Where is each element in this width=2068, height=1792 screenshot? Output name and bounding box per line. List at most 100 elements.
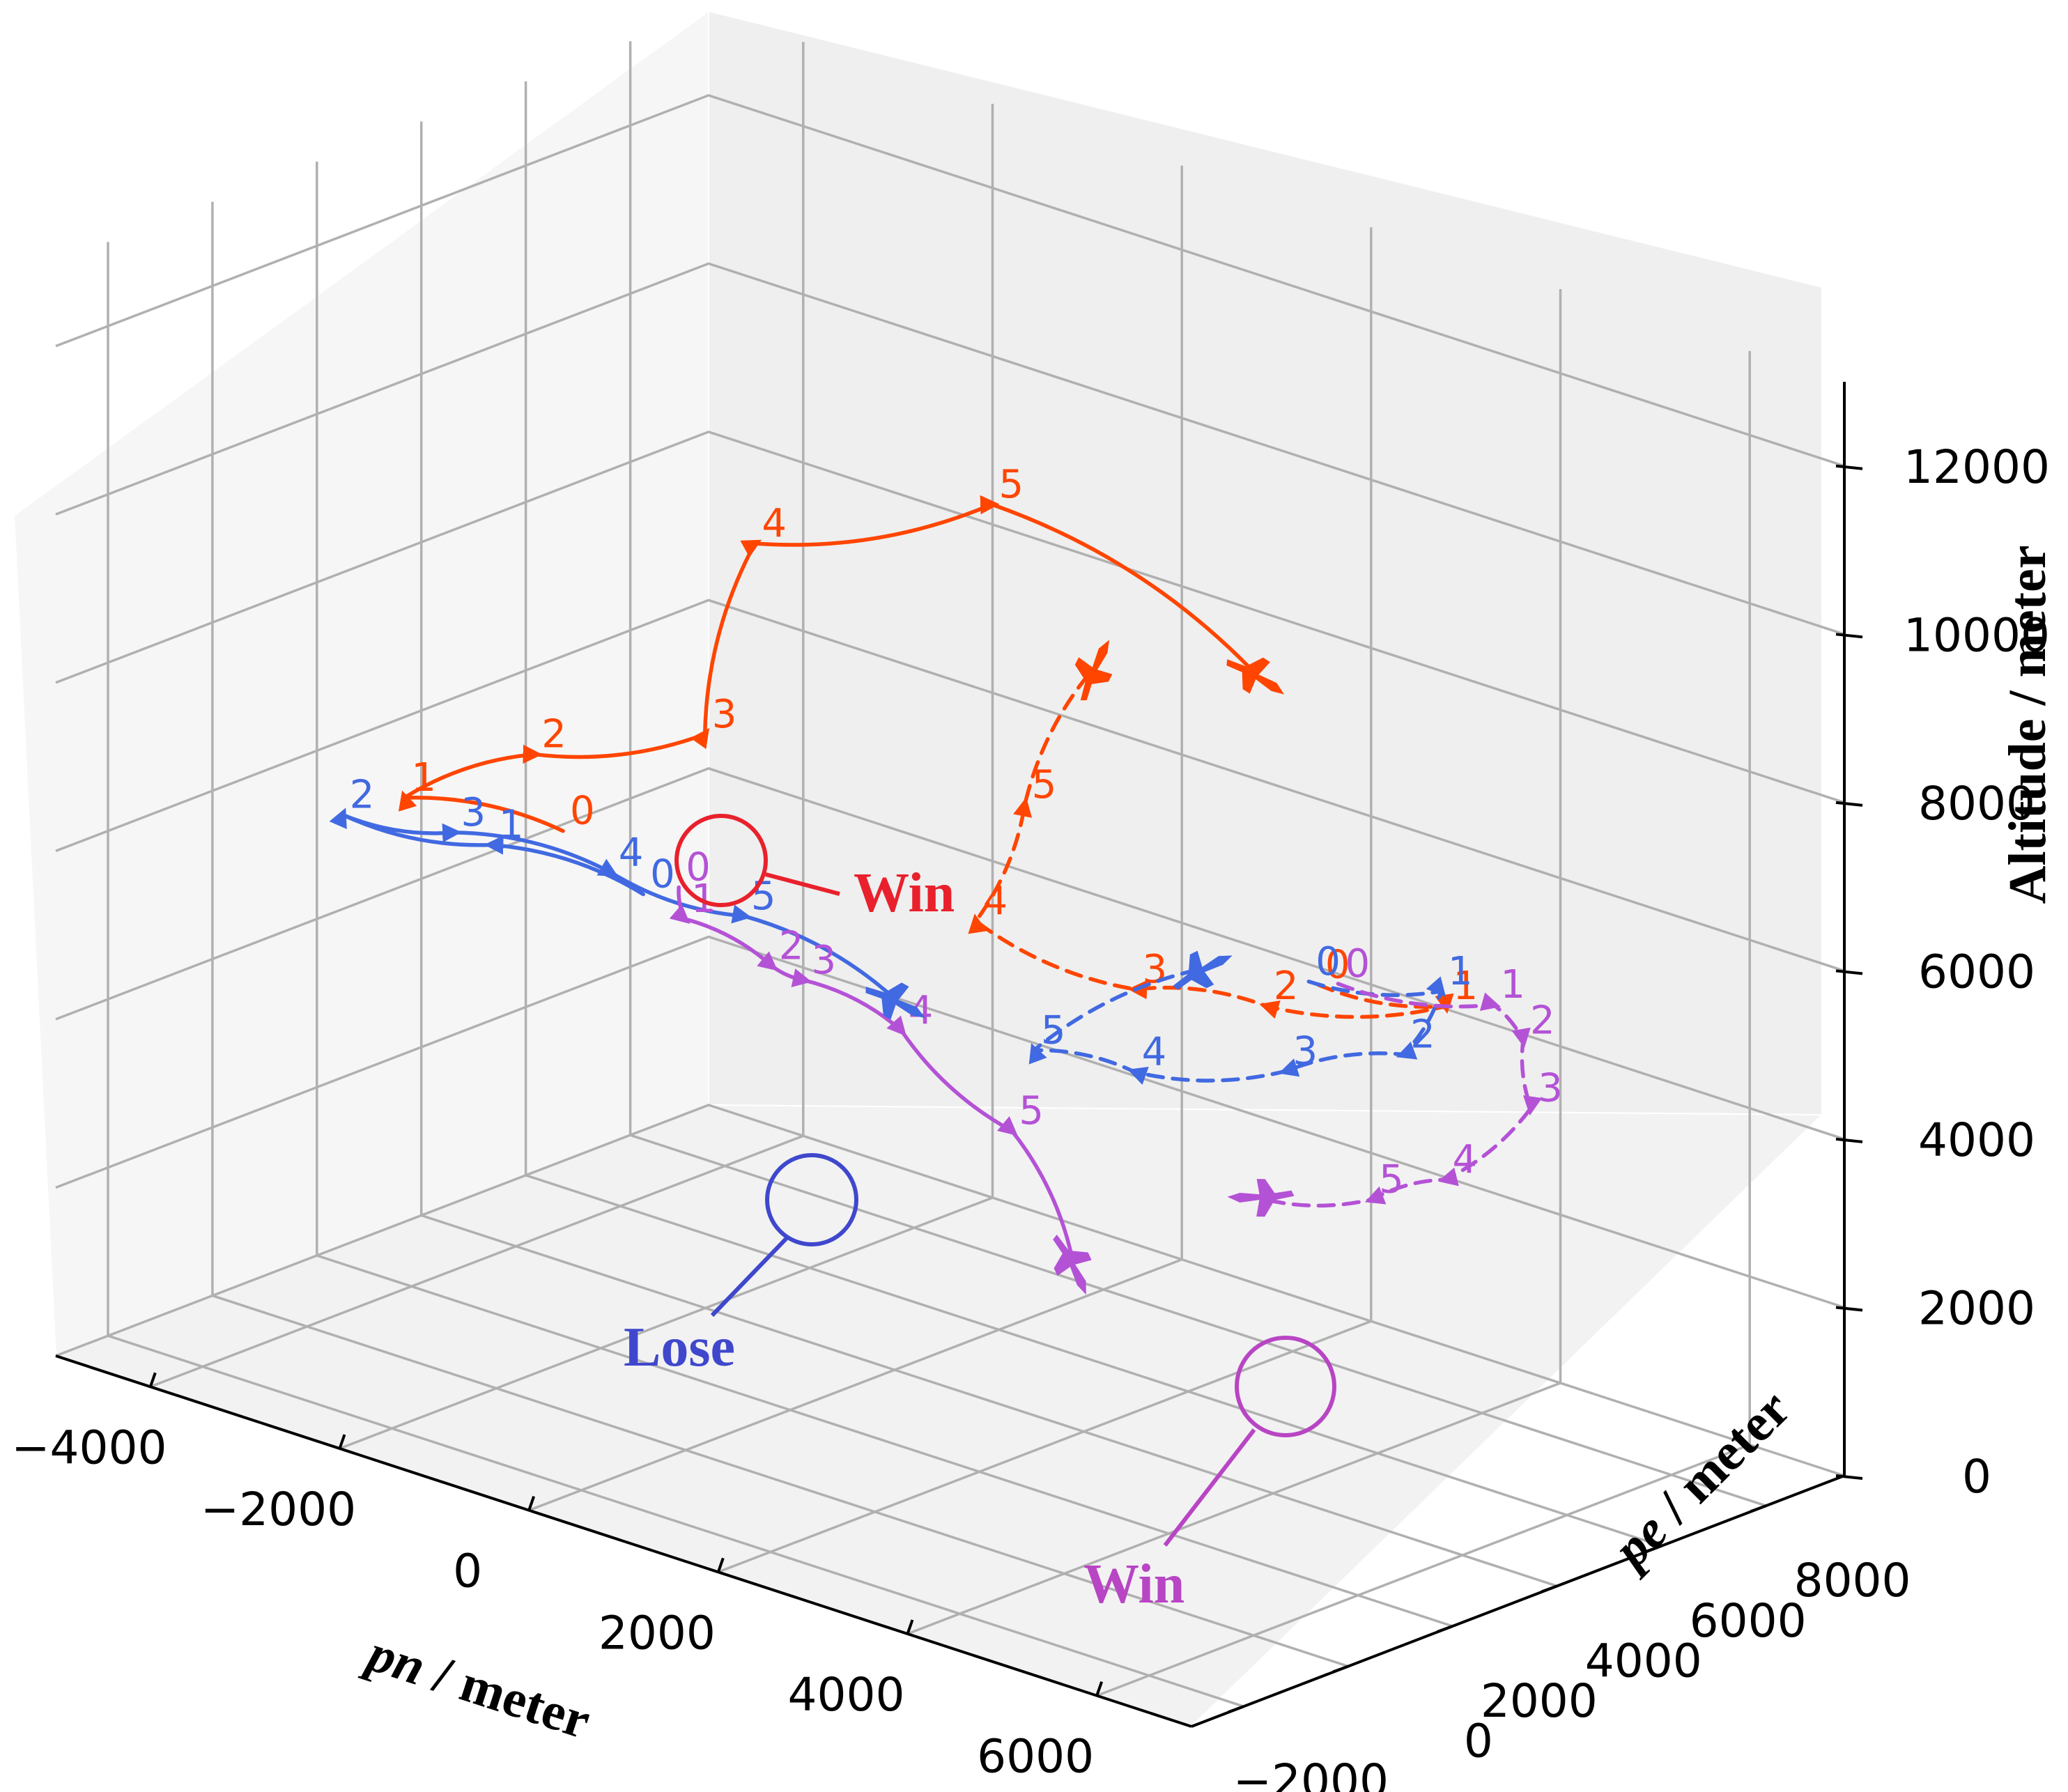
win-purple-ring	[1235, 1336, 1336, 1437]
z-tick-label-4: 8000	[1918, 777, 2035, 831]
point-label-blue-dashed-5: 5	[1041, 1007, 1066, 1053]
aircraft-icon-blue-solid	[865, 982, 925, 1020]
z-tick-5	[1835, 633, 1863, 639]
point-label-orange-solid-5: 5	[998, 462, 1024, 507]
z-tick-0	[1835, 1474, 1863, 1480]
y-tick-label-0: −2000	[1233, 1754, 1389, 1792]
point-label-purple-dashed-1: 1	[1500, 962, 1525, 1007]
y-tick-5	[1750, 1504, 1767, 1513]
x-tick-2	[527, 1496, 536, 1511]
y-tick-label-1: 0	[1464, 1715, 1493, 1768]
annotation-win-purple: Win	[1083, 1336, 1336, 1615]
aircraft-markers	[865, 640, 1295, 1295]
x-tick-5	[1095, 1681, 1104, 1697]
x-tick-label-3: 2000	[599, 1606, 716, 1660]
y-axis-title: pe / meter	[1599, 1379, 1801, 1581]
trajectory-purple-solid	[669, 885, 1076, 1266]
point-label-blue-solid-5: 5	[751, 874, 776, 919]
grid-z-6	[55, 93, 1845, 468]
y-tick-2	[1437, 1625, 1453, 1633]
z-axis-title: Altitude / meter	[1998, 546, 2057, 904]
z-tick-6	[1835, 464, 1863, 470]
z-tick-3	[1835, 969, 1863, 975]
win-purple-leader	[1163, 1428, 1256, 1547]
point-label-purple-dashed-3: 3	[1538, 1065, 1563, 1111]
y-tick-4	[1645, 1544, 1662, 1553]
x-tick-label-5: 6000	[977, 1730, 1094, 1784]
point-label-orange-dashed-4: 4	[983, 879, 1008, 924]
x-tick-0	[148, 1372, 157, 1387]
point-label-purple-dashed-2: 2	[1530, 998, 1555, 1043]
trajectory-blue-dashed	[1028, 966, 1446, 1086]
grid-z-4	[55, 430, 1845, 804]
x-tick-1	[338, 1434, 346, 1449]
x-axis-title-rest: / meter	[415, 1641, 598, 1750]
annotation-win-red: Win	[674, 814, 955, 924]
point-label-blue-solid-3: 3	[461, 790, 486, 835]
trajectory-orange-solid	[398, 495, 1259, 833]
point-label-purple-solid-5: 5	[1019, 1088, 1044, 1134]
point-label-purple-dashed-4: 4	[1452, 1137, 1477, 1182]
point-label-blue-dashed-2: 2	[1410, 1012, 1435, 1058]
grid-z-5	[55, 262, 1845, 635]
z-tick-label-6: 12000	[1904, 440, 2050, 494]
y-axis-title-rest: / meter	[1637, 1379, 1801, 1543]
y-tick-3	[1541, 1584, 1558, 1593]
x-tick-label-0: −4000	[11, 1421, 167, 1474]
point-label-blue-dashed-3: 3	[1292, 1028, 1318, 1074]
point-label-blue-dashed-1: 1	[1448, 949, 1473, 994]
aircraft-icon-orange-dashed	[1074, 640, 1113, 701]
point-label-orange-solid-2: 2	[541, 712, 566, 757]
point-label-blue-solid-0: 0	[650, 852, 675, 897]
z-tick-label-0: 0	[1962, 1450, 1991, 1504]
point-label-blue-solid-2: 2	[350, 772, 375, 817]
lose-label: Lose	[624, 1317, 735, 1378]
point-label-orange-dashed-5: 5	[1032, 762, 1057, 808]
x-tick-3	[716, 1557, 725, 1573]
point-label-purple-solid-2: 2	[779, 923, 804, 968]
point-label-blue-dashed-0: 0	[1315, 939, 1341, 984]
x-tick-label-4: 4000	[788, 1668, 905, 1722]
y-tick-0	[1228, 1705, 1244, 1714]
x-tick-label-1: −2000	[201, 1483, 356, 1536]
lose-ring	[765, 1153, 858, 1246]
point-label-blue-solid-4: 4	[619, 831, 644, 876]
z-tick-label-3: 6000	[1918, 945, 2035, 998]
aircraft-icon-orange-solid	[1226, 657, 1285, 695]
z-tick-label-2: 4000	[1918, 1113, 2035, 1167]
z-tick-label-1: 2000	[1918, 1281, 2035, 1335]
z-tick-label-5: 10000	[1904, 608, 2050, 662]
lose-leader	[710, 1235, 789, 1318]
z-tick-2	[1835, 1137, 1863, 1143]
point-label-orange-solid-1: 1	[411, 755, 436, 801]
aircraft-icon-purple-dashed	[1227, 1179, 1295, 1217]
point-label-orange-solid-0: 0	[570, 789, 595, 834]
x-tick-4	[906, 1619, 914, 1635]
y-tick-label-4: 6000	[1690, 1594, 1807, 1648]
point-label-orange-dashed-2: 2	[1274, 964, 1299, 1009]
point-label-purple-dashed-5: 5	[1379, 1157, 1404, 1203]
point-label-orange-solid-4: 4	[762, 501, 787, 546]
z-tick-4	[1835, 801, 1863, 807]
z-tick-1	[1835, 1306, 1863, 1312]
trajectory-purple-dashed	[1258, 982, 1543, 1208]
win-red-ring	[674, 814, 768, 907]
point-label-orange-solid-3: 3	[712, 692, 737, 737]
y-tick-label-2: 2000	[1481, 1674, 1598, 1728]
point-label-blue-solid-1: 1	[499, 803, 524, 848]
win-purple-label: Win	[1083, 1554, 1185, 1615]
point-label-blue-dashed-4: 4	[1142, 1030, 1167, 1075]
x-axis-title: pn / meter	[357, 1623, 597, 1750]
y-tick-label-5: 8000	[1794, 1554, 1911, 1607]
aircraft-icon-purple-solid	[1053, 1235, 1092, 1295]
win-red-label: Win	[854, 863, 955, 924]
aircraft-icon-blue-dashed	[1173, 950, 1233, 990]
point-label-purple-dashed-0: 0	[1345, 941, 1370, 987]
win-red-leader	[765, 872, 840, 896]
annotation-lose-blue: Lose	[624, 1153, 858, 1378]
y-tick-1	[1332, 1664, 1349, 1674]
